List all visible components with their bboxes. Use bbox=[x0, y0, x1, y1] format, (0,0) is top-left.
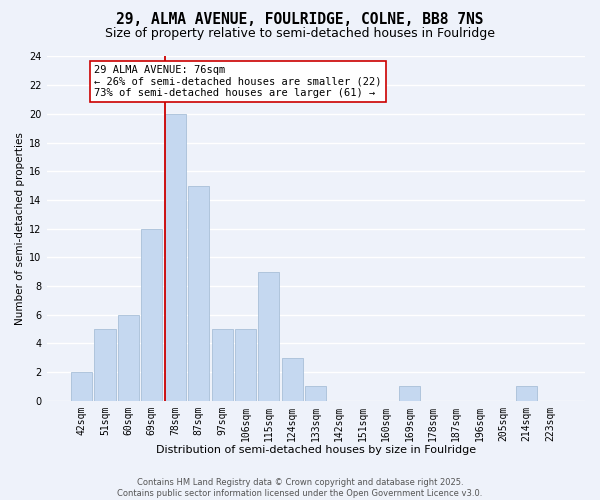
Bar bbox=[164, 114, 186, 401]
Bar bbox=[516, 386, 537, 400]
Bar bbox=[118, 314, 139, 400]
Bar bbox=[188, 186, 209, 400]
Bar bbox=[141, 228, 163, 400]
Bar bbox=[235, 329, 256, 400]
Bar bbox=[94, 329, 116, 400]
Text: Size of property relative to semi-detached houses in Foulridge: Size of property relative to semi-detach… bbox=[105, 28, 495, 40]
Text: 29, ALMA AVENUE, FOULRIDGE, COLNE, BB8 7NS: 29, ALMA AVENUE, FOULRIDGE, COLNE, BB8 7… bbox=[116, 12, 484, 28]
Bar bbox=[71, 372, 92, 400]
Bar bbox=[399, 386, 420, 400]
Bar bbox=[305, 386, 326, 400]
X-axis label: Distribution of semi-detached houses by size in Foulridge: Distribution of semi-detached houses by … bbox=[156, 445, 476, 455]
Y-axis label: Number of semi-detached properties: Number of semi-detached properties bbox=[15, 132, 25, 325]
Bar bbox=[282, 358, 303, 401]
Text: 29 ALMA AVENUE: 76sqm
← 26% of semi-detached houses are smaller (22)
73% of semi: 29 ALMA AVENUE: 76sqm ← 26% of semi-deta… bbox=[94, 65, 382, 98]
Text: Contains HM Land Registry data © Crown copyright and database right 2025.
Contai: Contains HM Land Registry data © Crown c… bbox=[118, 478, 482, 498]
Bar bbox=[259, 272, 280, 400]
Bar bbox=[212, 329, 233, 400]
